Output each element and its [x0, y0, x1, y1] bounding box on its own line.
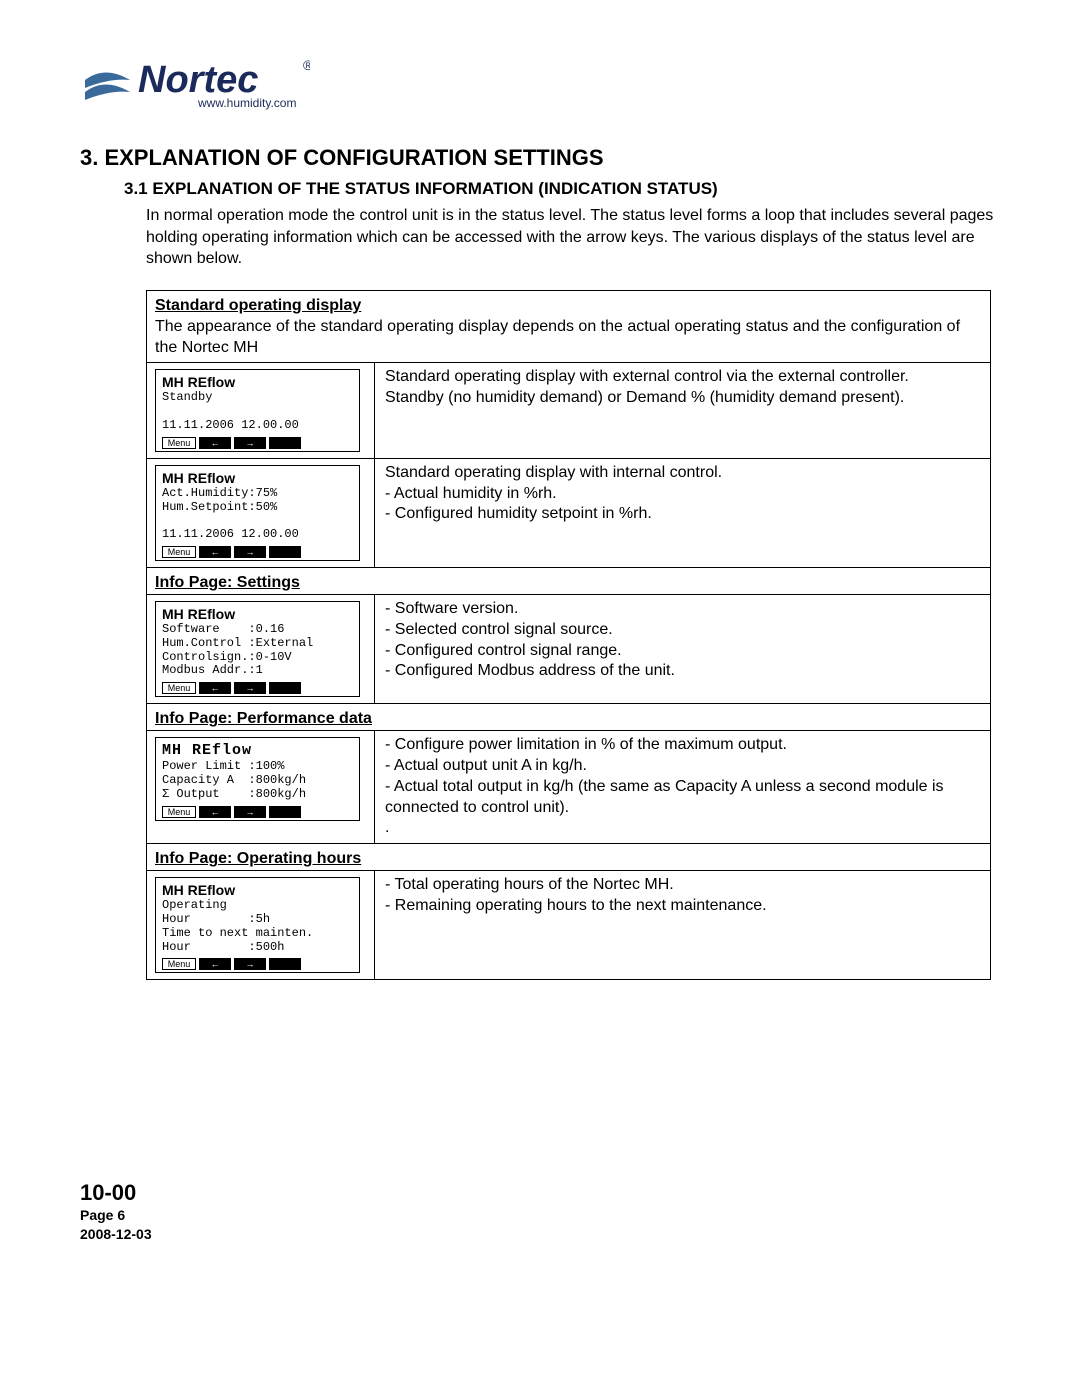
table-row: MH REflowOperatingHour :5hTime to next m… [147, 870, 990, 979]
lcd-display: MH REflowAct.Humidity:75%Hum.Setpoint:50… [155, 465, 360, 561]
section-title: Standard operating display [147, 291, 990, 317]
lcd-line: Controlsign.:0-10V [162, 651, 353, 665]
section-subtitle: The appearance of the standard operating… [147, 317, 990, 363]
description-cell: Standard operating display with internal… [375, 459, 990, 567]
lcd-title: MH REflow [162, 470, 353, 486]
lcd-title: MH REflow [162, 882, 353, 898]
lcd-line: Hour :5h [162, 913, 353, 927]
blank-button [269, 682, 301, 694]
right-arrow-button: → [234, 437, 266, 449]
right-arrow-button: → [234, 958, 266, 970]
footer-page: Page 6 [80, 1206, 1000, 1224]
lcd-line: Modbus Addr.:1 [162, 664, 353, 678]
lcd-line [162, 405, 353, 419]
lcd-line: Hum.Setpoint:50% [162, 501, 353, 515]
left-arrow-button: ← [199, 806, 231, 818]
description-cell: - Software version.- Selected control si… [375, 595, 990, 703]
logo: Nortec ® www.humidity.com [80, 50, 1000, 120]
section-title: Info Page: Settings [147, 567, 990, 594]
left-arrow-button: ← [199, 546, 231, 558]
svg-text:®: ® [303, 57, 310, 73]
status-table: Standard operating displayThe appearance… [146, 290, 991, 981]
lcd-button-row: Menu←→ [162, 958, 353, 970]
lcd-line: 11.11.2006 12.00.00 [162, 528, 353, 542]
lcd-title: MH REflow [162, 606, 353, 622]
lcd-display: MH REflowStandby 11.11.2006 12.00.00 Menu… [155, 369, 360, 451]
wave-icon [85, 73, 130, 101]
lcd-line: Power Limit :100% [162, 760, 353, 774]
lcd-line: Hour :500h [162, 941, 353, 955]
lcd-line: Act.Humidity:75% [162, 487, 353, 501]
lcd-line: Capacity A :800kg/h [162, 774, 353, 788]
table-row: MH REflowSoftware :0.16Hum.Control :Exte… [147, 594, 990, 703]
description-cell: - Configure power limitation in % of the… [375, 731, 990, 843]
logo-tagline: www.humidity.com [197, 96, 296, 110]
lcd-line: Standby [162, 391, 353, 405]
lcd-line: 11.11.2006 12.00.00 [162, 419, 353, 433]
lcd-line: Software :0.16 [162, 623, 353, 637]
lcd-cell: MH REflowStandby 11.11.2006 12.00.00 Menu… [147, 363, 375, 457]
footer-date: 2008-12-03 [80, 1225, 1000, 1243]
lcd-line: Σ Output :800kg/h [162, 788, 353, 802]
lcd-button-row: Menu←→ [162, 806, 353, 818]
lcd-display: MH REflowOperatingHour :5hTime to next m… [155, 877, 360, 973]
menu-button: Menu [162, 546, 196, 558]
lcd-line: Operating [162, 899, 353, 913]
section-heading: 3. EXPLANATION OF CONFIGURATION SETTINGS [80, 145, 1000, 171]
logo-text: Nortec [138, 59, 258, 101]
lcd-button-row: Menu←→ [162, 682, 353, 694]
subsection-heading: 3.1 EXPLANATION OF THE STATUS INFORMATIO… [124, 179, 1000, 199]
blank-button [269, 806, 301, 818]
lcd-display: MH REflowPower Limit :100%Capacity A :80… [155, 737, 360, 820]
table-row: MH REflowPower Limit :100%Capacity A :80… [147, 730, 990, 843]
right-arrow-button: → [234, 546, 266, 558]
lcd-line: Hum.Control :External [162, 637, 353, 651]
blank-button [269, 437, 301, 449]
section-title: Info Page: Operating hours [147, 843, 990, 870]
intro-paragraph: In normal operation mode the control uni… [146, 205, 1000, 270]
description-cell: - Total operating hours of the Nortec MH… [375, 871, 990, 979]
lcd-title: MH REflow [162, 742, 353, 759]
right-arrow-button: → [234, 806, 266, 818]
lcd-cell: MH REflowOperatingHour :5hTime to next m… [147, 871, 375, 979]
table-row: MH REflowAct.Humidity:75%Hum.Setpoint:50… [147, 458, 990, 567]
lcd-cell: MH REflowPower Limit :100%Capacity A :80… [147, 731, 375, 843]
lcd-button-row: Menu←→ [162, 546, 353, 558]
lcd-display: MH REflowSoftware :0.16Hum.Control :Exte… [155, 601, 360, 697]
lcd-line: Time to next mainten. [162, 927, 353, 941]
lcd-button-row: Menu←→ [162, 437, 353, 449]
right-arrow-button: → [234, 682, 266, 694]
lcd-title: MH REflow [162, 374, 353, 390]
blank-button [269, 546, 301, 558]
left-arrow-button: ← [199, 958, 231, 970]
lcd-line [162, 514, 353, 528]
footer-code: 10-00 [80, 1180, 1000, 1206]
left-arrow-button: ← [199, 682, 231, 694]
menu-button: Menu [162, 806, 196, 818]
menu-button: Menu [162, 958, 196, 970]
lcd-cell: MH REflowSoftware :0.16Hum.Control :Exte… [147, 595, 375, 703]
blank-button [269, 958, 301, 970]
page-footer: 10-00 Page 6 2008-12-03 [80, 1180, 1000, 1242]
section-title: Info Page: Performance data [147, 703, 990, 730]
lcd-cell: MH REflowAct.Humidity:75%Hum.Setpoint:50… [147, 459, 375, 567]
left-arrow-button: ← [199, 437, 231, 449]
menu-button: Menu [162, 682, 196, 694]
description-cell: Standard operating display with external… [375, 363, 990, 457]
menu-button: Menu [162, 437, 196, 449]
table-row: MH REflowStandby 11.11.2006 12.00.00 Menu… [147, 362, 990, 457]
